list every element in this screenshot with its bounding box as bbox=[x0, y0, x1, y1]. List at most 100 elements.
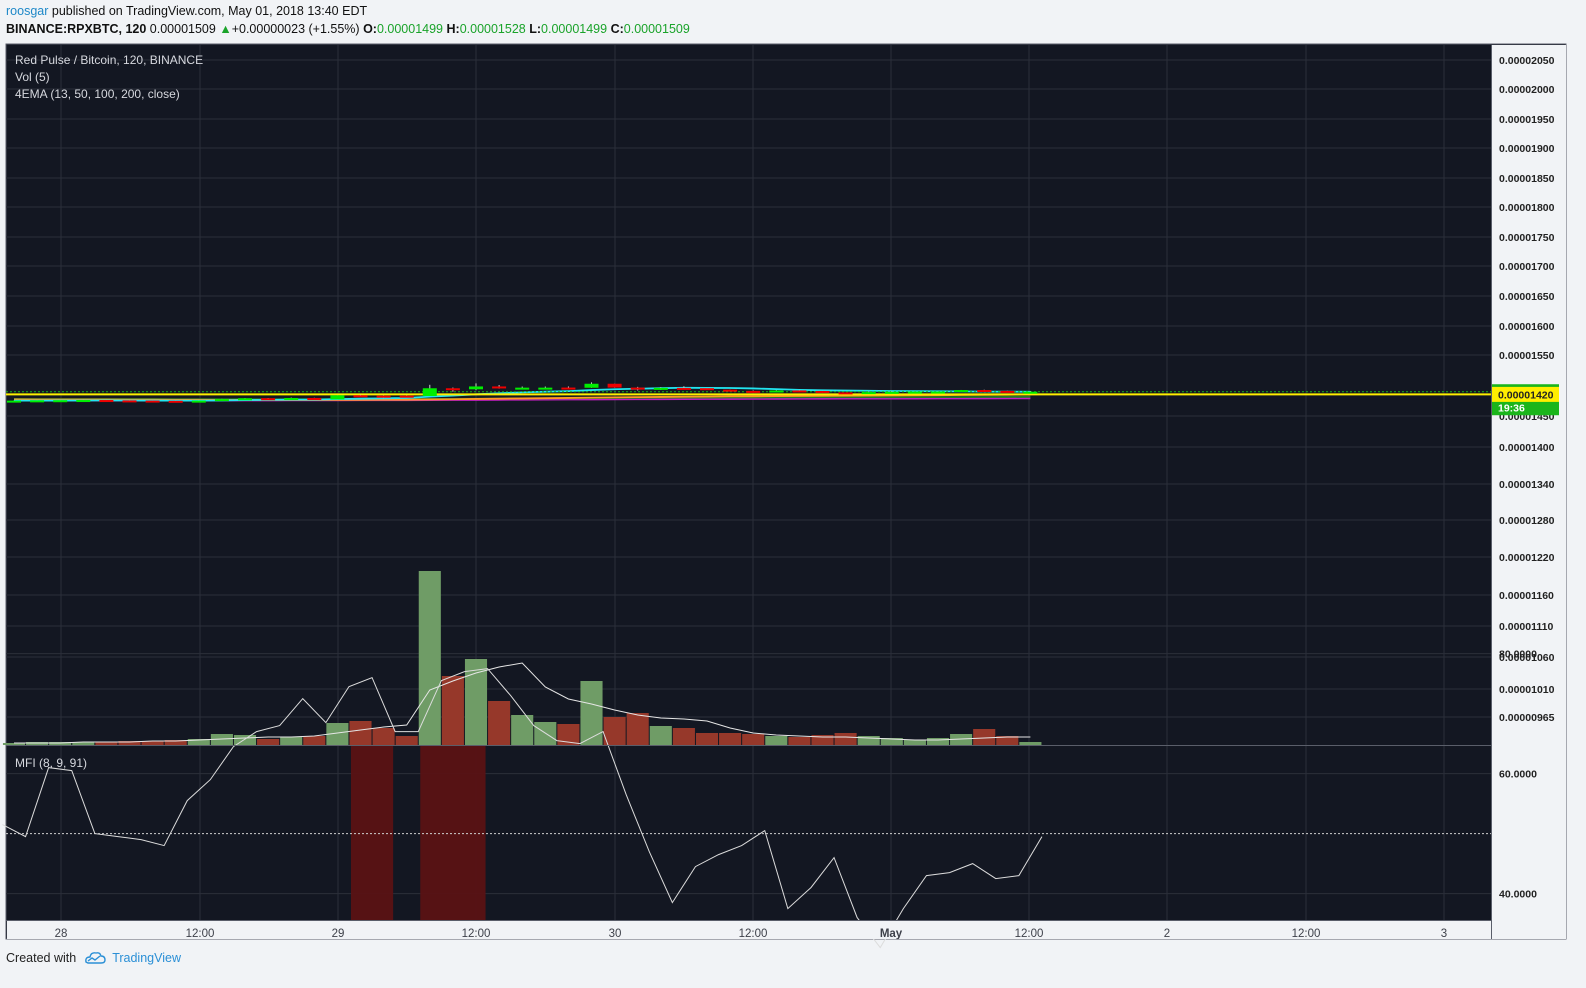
candle-body bbox=[977, 390, 992, 393]
tradingview-link[interactable]: TradingView bbox=[84, 951, 181, 965]
candle[interactable] bbox=[353, 394, 368, 398]
candle[interactable] bbox=[515, 386, 530, 390]
candle[interactable] bbox=[214, 398, 229, 402]
y-tick-label: 0.00001060 bbox=[1499, 652, 1555, 664]
y-tick-label: 0.00001400 bbox=[1499, 442, 1555, 454]
candle-body bbox=[399, 395, 414, 398]
y-tick-label: 0.00001650 bbox=[1499, 291, 1555, 303]
candle[interactable] bbox=[284, 397, 299, 400]
volume-bar bbox=[187, 739, 210, 745]
candle-body bbox=[630, 387, 645, 390]
author-link[interactable]: roosgar bbox=[6, 4, 49, 18]
volume-bar bbox=[626, 713, 649, 745]
symbol-info-bar: BINANCE:RPXBTC, 120 0.00001509 ▲+0.00000… bbox=[6, 22, 690, 36]
candle[interactable] bbox=[676, 386, 691, 390]
candle[interactable] bbox=[330, 395, 345, 400]
candles[interactable] bbox=[7, 382, 1038, 403]
mfi-highlight-band bbox=[350, 746, 394, 920]
candle[interactable] bbox=[584, 382, 599, 388]
candle[interactable] bbox=[977, 389, 992, 393]
up-triangle-icon: ▲ bbox=[219, 22, 232, 36]
candle-body bbox=[191, 400, 206, 403]
publish-info: roosgar published on TradingView.com, Ma… bbox=[6, 4, 367, 18]
candle[interactable] bbox=[53, 400, 68, 403]
candle[interactable] bbox=[168, 400, 183, 403]
candle-body bbox=[307, 397, 322, 400]
volume-bar bbox=[996, 736, 1019, 745]
candle-body bbox=[445, 388, 460, 391]
candle[interactable] bbox=[907, 391, 922, 394]
volume-bar bbox=[118, 741, 141, 745]
candle[interactable] bbox=[145, 400, 160, 403]
candle[interactable] bbox=[630, 386, 645, 391]
candle[interactable] bbox=[746, 390, 761, 393]
candle-body bbox=[492, 386, 507, 389]
candle[interactable] bbox=[769, 390, 784, 393]
countdown-tag-text: 19:36 bbox=[1498, 403, 1525, 415]
candle-body bbox=[284, 397, 299, 400]
candle-body bbox=[931, 391, 945, 394]
volume-bar bbox=[811, 735, 834, 745]
candle-body bbox=[700, 388, 714, 391]
mfi-tick-label: 80.0000 bbox=[1499, 649, 1537, 661]
candle[interactable] bbox=[538, 386, 553, 390]
volume-legend: Vol (5) bbox=[15, 70, 50, 84]
volume-bar bbox=[511, 715, 534, 745]
candle[interactable] bbox=[307, 397, 322, 400]
candle[interactable] bbox=[492, 385, 507, 389]
candle[interactable] bbox=[7, 400, 21, 403]
volume-bar bbox=[441, 676, 464, 745]
volume-bar bbox=[973, 729, 996, 745]
candle[interactable] bbox=[723, 389, 738, 392]
volume-bar bbox=[372, 728, 395, 745]
volume-bar bbox=[719, 733, 742, 745]
candle-body bbox=[561, 387, 576, 390]
candle[interactable] bbox=[792, 389, 807, 393]
volume-bar bbox=[72, 742, 95, 745]
candle[interactable] bbox=[76, 399, 91, 403]
candle[interactable] bbox=[191, 400, 206, 403]
candle[interactable] bbox=[561, 386, 576, 390]
y-tick-label: 0.00002050 bbox=[1499, 55, 1555, 67]
candle[interactable] bbox=[884, 391, 899, 394]
candle[interactable] bbox=[238, 398, 252, 401]
candle-body bbox=[676, 387, 691, 390]
x-tick-label: 29 bbox=[332, 928, 345, 940]
volume-bar bbox=[488, 701, 511, 745]
candle[interactable] bbox=[445, 387, 460, 392]
candle[interactable] bbox=[469, 383, 483, 391]
candle[interactable] bbox=[653, 387, 668, 391]
x-tick-label: May bbox=[880, 928, 903, 940]
x-tick-label: 12:00 bbox=[462, 928, 491, 940]
candle[interactable] bbox=[815, 390, 830, 393]
volume-bar bbox=[788, 737, 811, 745]
candle[interactable] bbox=[931, 391, 945, 394]
candle[interactable] bbox=[122, 400, 137, 403]
candle[interactable] bbox=[1023, 391, 1038, 394]
y-tick-label: 0.00001700 bbox=[1499, 261, 1555, 273]
candle[interactable] bbox=[261, 398, 276, 401]
candle[interactable] bbox=[861, 391, 876, 395]
candle-body bbox=[214, 399, 229, 402]
candle[interactable] bbox=[1000, 390, 1015, 393]
countdown-tag: 19:36 bbox=[1492, 400, 1559, 416]
volume-bars bbox=[2, 571, 1042, 745]
candle-body bbox=[76, 400, 91, 403]
candle-body bbox=[30, 400, 45, 403]
volume-bar bbox=[880, 738, 903, 745]
candle-body bbox=[584, 383, 599, 388]
chart-title: Red Pulse / Bitcoin, 120, BINANCE bbox=[15, 53, 203, 67]
candle[interactable] bbox=[954, 389, 969, 393]
candle[interactable] bbox=[99, 399, 114, 403]
x-tick-label: 2 bbox=[1164, 928, 1170, 940]
candle[interactable] bbox=[399, 395, 414, 398]
candle[interactable] bbox=[422, 384, 437, 397]
candle[interactable] bbox=[30, 400, 45, 403]
candle[interactable] bbox=[700, 388, 714, 391]
x-tick-label: 30 bbox=[609, 928, 622, 940]
candle[interactable] bbox=[607, 383, 622, 388]
candle[interactable] bbox=[838, 392, 853, 395]
mfi-legend: MFI (8, 9, 91) bbox=[15, 756, 87, 770]
candle[interactable] bbox=[376, 395, 391, 399]
